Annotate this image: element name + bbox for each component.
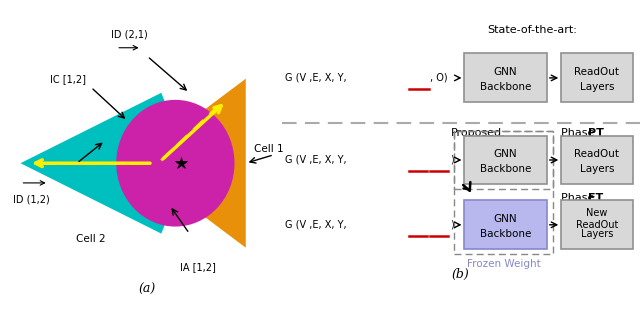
Text: GNN: GNN: [494, 149, 517, 159]
Bar: [465, 53, 547, 102]
Text: Phase: Phase: [561, 193, 598, 203]
Text: FT: FT: [588, 193, 604, 203]
Text: , O): , O): [430, 73, 448, 83]
Text: New
ReadOut: New ReadOut: [576, 208, 618, 230]
Text: IA [1,2]: IA [1,2]: [180, 262, 216, 272]
Bar: [561, 53, 633, 102]
Text: ID (2,1): ID (2,1): [111, 29, 147, 39]
Ellipse shape: [116, 100, 234, 227]
Text: ID (1,2): ID (1,2): [13, 194, 50, 204]
Polygon shape: [133, 79, 246, 248]
Bar: [465, 136, 547, 184]
Text: GNN: GNN: [494, 67, 517, 77]
Text: ): ): [450, 155, 454, 165]
Text: Frozen Weight: Frozen Weight: [467, 259, 541, 269]
Text: Layers: Layers: [580, 164, 614, 174]
Text: Backbone: Backbone: [480, 82, 531, 92]
Bar: [561, 200, 633, 249]
Text: G (V ,E, X, Y,: G (V ,E, X, Y,: [285, 73, 347, 83]
Bar: [454, 131, 553, 253]
Bar: [465, 200, 547, 249]
Text: ReadOut: ReadOut: [575, 149, 620, 159]
Text: GNN: GNN: [494, 214, 517, 224]
Bar: [561, 136, 633, 184]
Text: ReadOut: ReadOut: [575, 67, 620, 77]
Text: Layers: Layers: [580, 82, 614, 92]
Text: Backbone: Backbone: [480, 164, 531, 174]
Text: Cell 2: Cell 2: [76, 234, 106, 244]
Text: ): ): [450, 220, 454, 230]
Text: Phase: Phase: [561, 128, 598, 138]
Text: IC [1,2]: IC [1,2]: [51, 74, 86, 84]
Polygon shape: [20, 93, 189, 234]
Text: Backbone: Backbone: [480, 228, 531, 239]
Text: G (V ,E, X, Y,: G (V ,E, X, Y,: [285, 220, 347, 230]
Text: Cell 1: Cell 1: [254, 144, 284, 154]
Text: Layers: Layers: [581, 228, 613, 239]
Text: State-of-the-art:: State-of-the-art:: [488, 25, 577, 35]
Text: Proposed:: Proposed:: [451, 128, 506, 138]
Text: PT: PT: [588, 128, 604, 138]
Text: (a): (a): [139, 283, 156, 296]
Text: G (V ,E, X, Y,: G (V ,E, X, Y,: [285, 155, 347, 165]
Text: (b): (b): [452, 268, 470, 281]
Bar: [454, 131, 553, 189]
